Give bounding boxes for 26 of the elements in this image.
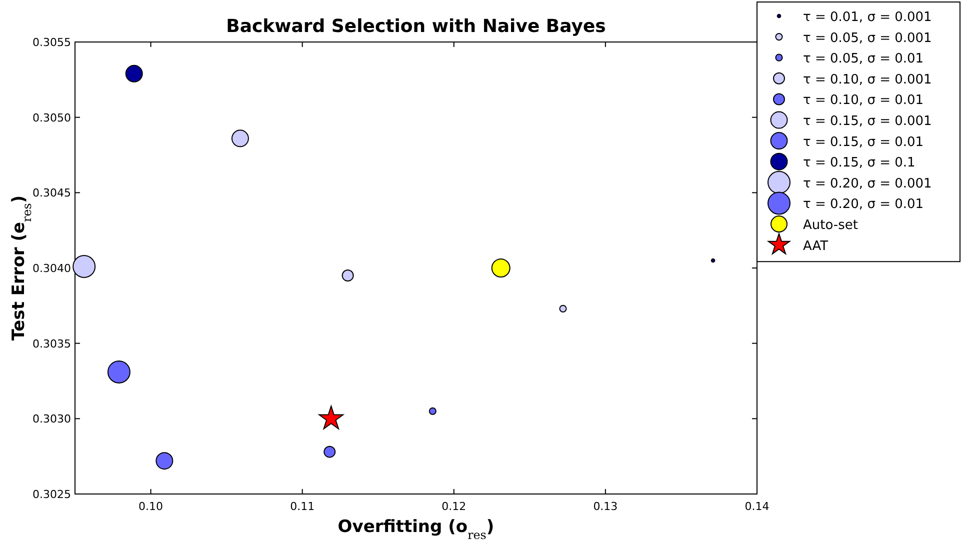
legend-label: τ = 0.05, σ = 0.001 [803,30,932,46]
legend-label: τ = 0.10, σ = 0.001 [803,72,932,88]
chart-title: Backward Selection with Naive Bayes [226,16,606,37]
legend-label: τ = 0.15, σ = 0.001 [803,114,932,129]
x-axis-title: Overfitting (o$_{res}$) [338,517,494,542]
legend-label: Auto-set [803,218,858,233]
y-tick-label: 0.3050 [32,111,71,124]
y-tick-label: 0.3035 [32,337,71,350]
legend-label: τ = 0.10, σ = 0.01 [803,93,924,108]
x-tick-label: 0.10 [138,500,164,513]
x-tick-label: 0.13 [593,500,618,513]
legend-label: τ = 0.05, σ = 0.01 [803,52,924,67]
x-tick-label: 0.11 [290,500,315,513]
legend-label: τ = 0.15, σ = 0.01 [803,134,924,150]
y-tick-label: 0.3045 [32,186,71,200]
y-tick-label: 0.3025 [32,488,71,501]
y-tick-label: 0.3030 [32,412,71,426]
legend-label: τ = 0.01, σ = 0.001 [803,10,932,25]
legend-label: τ = 0.20, σ = 0.01 [803,197,924,212]
x-tick-label: 0.12 [442,500,466,513]
legend-label: AAT [803,238,828,254]
y-tick-label: 0.3055 [32,36,71,49]
x-tick-label: 0.14 [744,500,770,513]
legend-label: τ = 0.20, σ = 0.001 [803,176,932,192]
y-tick-label: 0.3040 [32,262,71,275]
legend-label: τ = 0.15, σ = 0.1 [803,156,916,171]
